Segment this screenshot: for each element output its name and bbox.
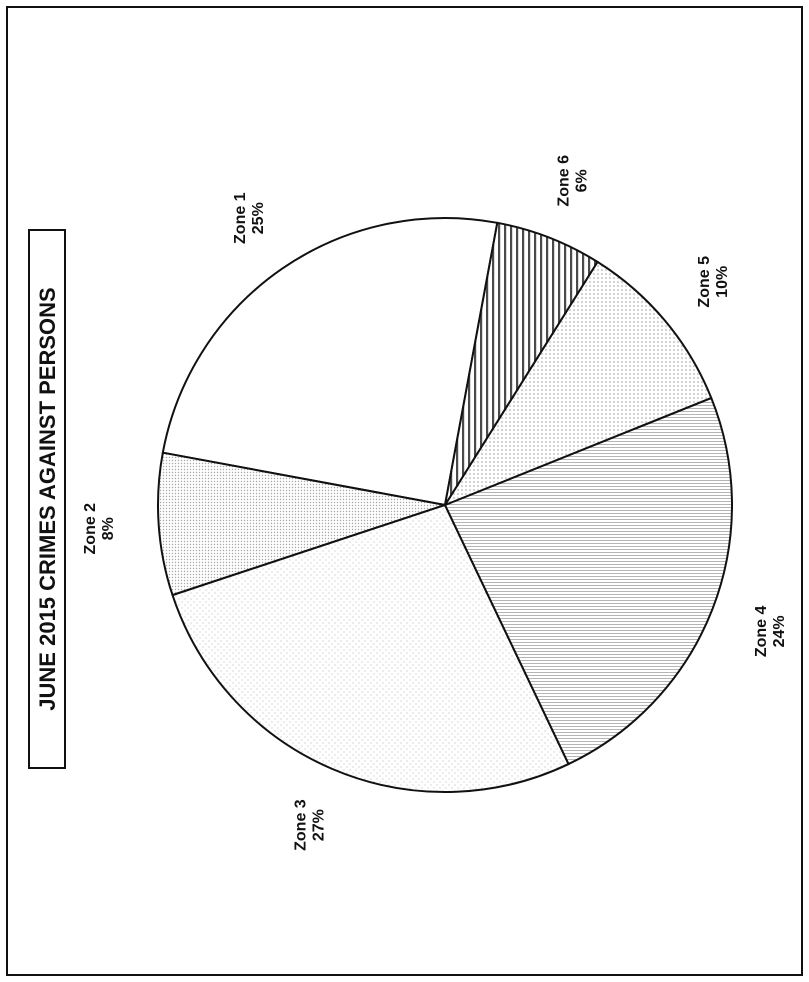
pie-slice-zone-2 xyxy=(157,451,446,597)
slice-percent-label: 27% xyxy=(311,809,328,841)
slice-label-zone-2: Zone 2 8% xyxy=(82,503,117,555)
slice-name-label: Zone 3 xyxy=(293,799,310,851)
slice-name-label: Zone 5 xyxy=(696,256,713,308)
slice-percent-label: 6% xyxy=(573,169,590,192)
slice-percent-label: 8% xyxy=(100,517,117,540)
slice-name-label: Zone 1 xyxy=(232,192,249,244)
slice-percent-label: 10% xyxy=(714,266,731,298)
pie-slice-zone-4 xyxy=(444,396,733,766)
slice-name-label: Zone 2 xyxy=(82,503,99,555)
slice-name-label: Zone 4 xyxy=(753,606,770,658)
slice-name-label: Zone 6 xyxy=(555,155,572,207)
slice-percent-label: 24% xyxy=(771,615,788,647)
slice-label-zone-1: Zone 1 25% xyxy=(232,192,267,244)
pie-slice-zone-3 xyxy=(171,504,570,793)
slice-label-zone-6: Zone 6 6% xyxy=(555,155,590,207)
pie-slice-zone-5 xyxy=(444,260,713,506)
pie-slice-zone-6 xyxy=(444,221,599,506)
pie-slice-zone-1 xyxy=(161,217,499,506)
slice-label-zone-3: Zone 3 27% xyxy=(293,799,328,851)
pie-labels: Zone 1 25%Zone 2 8%Zone 3 27%Zone 4 24%Zone … xyxy=(82,155,788,851)
slice-label-zone-4: Zone 4 24% xyxy=(753,606,788,658)
pie-slices xyxy=(157,217,733,793)
slice-label-zone-5: Zone 5 10% xyxy=(696,256,731,308)
title-border xyxy=(28,229,66,769)
slice-percent-label: 25% xyxy=(250,202,267,234)
chart-title: JUNE 2015 CRIMES AGAINST PERSONS xyxy=(35,287,60,710)
chart-title-box: JUNE 2015 CRIMES AGAINST PERSONS xyxy=(28,229,66,769)
